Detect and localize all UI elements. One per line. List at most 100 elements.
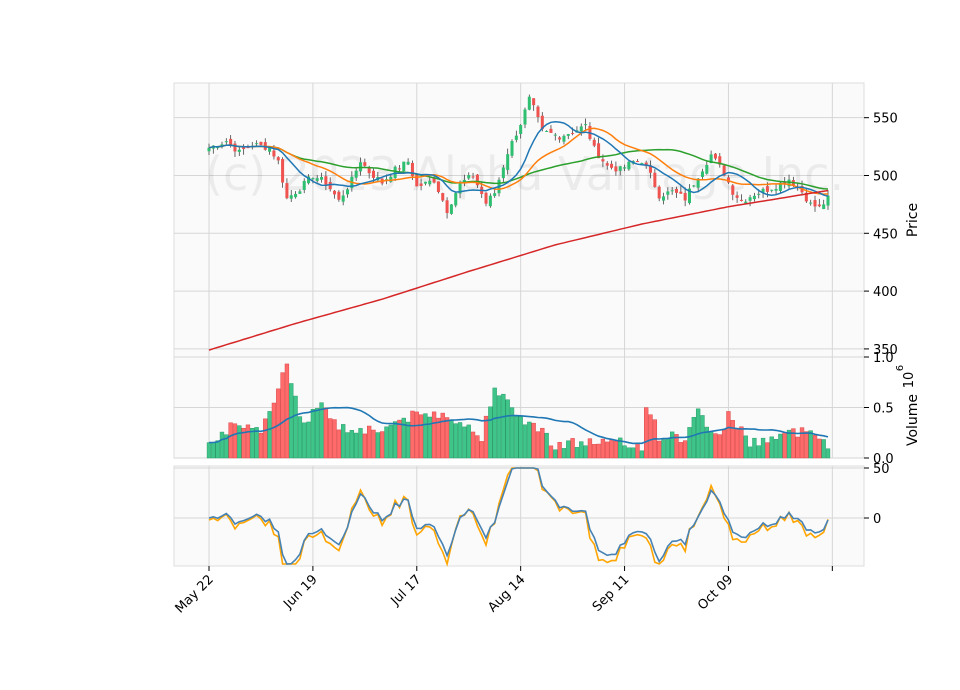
volume-bar xyxy=(553,449,558,459)
volume-bar xyxy=(371,429,376,459)
volume-bar xyxy=(384,426,389,459)
volume-bar xyxy=(431,411,437,459)
candle-body xyxy=(462,179,466,183)
volume-bar xyxy=(509,407,515,459)
volume-bar xyxy=(644,407,649,459)
candle-body xyxy=(623,167,627,169)
volume-bar xyxy=(250,428,255,459)
volume-bar xyxy=(475,435,480,459)
volume-bar xyxy=(280,372,285,459)
candle-body xyxy=(713,153,717,159)
volume-bar xyxy=(354,432,359,459)
candle-body xyxy=(809,202,813,204)
volume-bar xyxy=(592,444,597,459)
volume-bar xyxy=(501,393,506,459)
candle-body xyxy=(653,172,657,187)
volume-bar xyxy=(319,402,324,459)
candle-body xyxy=(683,192,687,201)
volume-bar xyxy=(215,440,220,459)
candle-body xyxy=(519,125,523,134)
volume-bar xyxy=(574,447,580,459)
price-tick-label: 550 xyxy=(873,112,898,127)
volume-bar xyxy=(310,409,316,459)
volume-bar xyxy=(388,424,393,459)
volume-bar xyxy=(332,419,337,459)
candle-body xyxy=(363,162,367,166)
candle-body xyxy=(445,200,449,214)
candle-body xyxy=(289,195,293,199)
volume-bar xyxy=(756,445,761,459)
volume-bar xyxy=(734,427,740,459)
volume-bar xyxy=(605,441,610,459)
volume-bar xyxy=(440,412,445,459)
volume-bar xyxy=(358,428,363,459)
price-tick-label: 400 xyxy=(873,285,898,300)
volume-bar xyxy=(267,411,272,459)
candle-body xyxy=(705,164,709,174)
volume-bar xyxy=(224,434,229,459)
volume-bar xyxy=(211,442,216,459)
volume-tick-label: 0.5 xyxy=(873,402,894,417)
volume-bar xyxy=(678,442,683,459)
candle-body xyxy=(428,180,432,185)
volume-bar xyxy=(665,437,671,459)
candle-body xyxy=(813,200,817,207)
volume-bar xyxy=(228,422,233,459)
volume-bar xyxy=(544,432,549,459)
volume-bar xyxy=(401,417,406,459)
volume-bar xyxy=(713,433,718,459)
candle-body xyxy=(765,186,769,192)
candle-body xyxy=(584,124,588,126)
candle-body xyxy=(475,174,479,186)
candle-body xyxy=(371,170,376,178)
candle-body xyxy=(458,182,462,194)
candle-body xyxy=(285,183,289,199)
volume-bar xyxy=(470,431,476,459)
volume-bar xyxy=(362,433,367,459)
volume-bar xyxy=(704,426,709,459)
volume-bar xyxy=(453,423,458,459)
volume-bar xyxy=(579,441,584,459)
oscillator-tick-label: 0 xyxy=(873,512,881,527)
volume-bar xyxy=(462,426,467,459)
candle-body xyxy=(302,180,306,190)
candle-body xyxy=(229,138,233,145)
volume-bar xyxy=(609,439,614,459)
volume-bar xyxy=(717,434,722,459)
candle-body xyxy=(501,167,505,179)
volume-bar xyxy=(449,419,454,459)
volume-bar xyxy=(496,395,502,459)
volume-bar xyxy=(743,435,748,459)
volume-bar xyxy=(726,411,731,459)
candle-body xyxy=(415,174,419,187)
x-tick-label: Aug 14 xyxy=(485,572,528,615)
candle-body xyxy=(804,192,808,202)
volume-bar xyxy=(514,416,519,459)
candle-body xyxy=(484,192,488,204)
candle-body xyxy=(601,159,605,162)
candle-body xyxy=(744,201,748,204)
moving-average-mid-line xyxy=(208,127,829,195)
volume-bar xyxy=(804,431,809,459)
volume-bar xyxy=(765,442,770,459)
candle-body xyxy=(748,197,752,201)
volume-bar xyxy=(410,410,415,459)
candle-body xyxy=(627,161,631,170)
candle-body xyxy=(393,166,397,178)
volume-bar xyxy=(457,422,463,459)
candle-body xyxy=(536,106,540,118)
volume-bar xyxy=(293,395,298,459)
candle-body xyxy=(406,161,410,165)
volume-bar xyxy=(648,414,653,459)
candle-body xyxy=(822,204,826,210)
volume-bar xyxy=(297,416,303,459)
candle-body xyxy=(367,167,371,174)
volume-bar xyxy=(721,429,727,459)
candle-body xyxy=(644,162,648,166)
candle-body xyxy=(436,181,440,193)
candle-body xyxy=(237,149,241,152)
candle-body xyxy=(722,165,726,176)
candle-body xyxy=(324,176,328,185)
candle-body xyxy=(454,193,458,206)
candle-body xyxy=(389,176,393,182)
